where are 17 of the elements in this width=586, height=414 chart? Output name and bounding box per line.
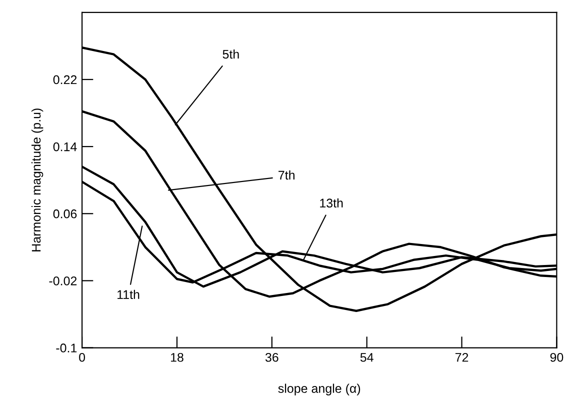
x-tick-label: 90 <box>550 352 564 362</box>
x-axis-title: slope angle (α) <box>278 384 360 396</box>
y-tick-label: -0.02 <box>49 276 77 286</box>
x-tick-label: 54 <box>360 353 374 362</box>
y-tick-label: 0.06 <box>53 209 77 218</box>
y-tick-label: 0.22 <box>53 75 77 84</box>
x-tick-label: 18 <box>170 352 184 362</box>
x-tick-label: 36 <box>265 352 278 362</box>
annotation: 11th <box>118 290 140 299</box>
annotation: 13th <box>320 198 343 208</box>
x-tick-label: 0 <box>79 352 86 362</box>
y-axis-title: Harmonic magnitude (p.u) <box>31 108 44 252</box>
annotation: 5th <box>222 49 239 59</box>
y-tick-label: 0.14 <box>53 142 77 152</box>
x-tick-label: 72 <box>455 352 468 362</box>
annotation: 7th <box>278 170 294 180</box>
y-tick-label: -0.1 <box>56 344 77 352</box>
